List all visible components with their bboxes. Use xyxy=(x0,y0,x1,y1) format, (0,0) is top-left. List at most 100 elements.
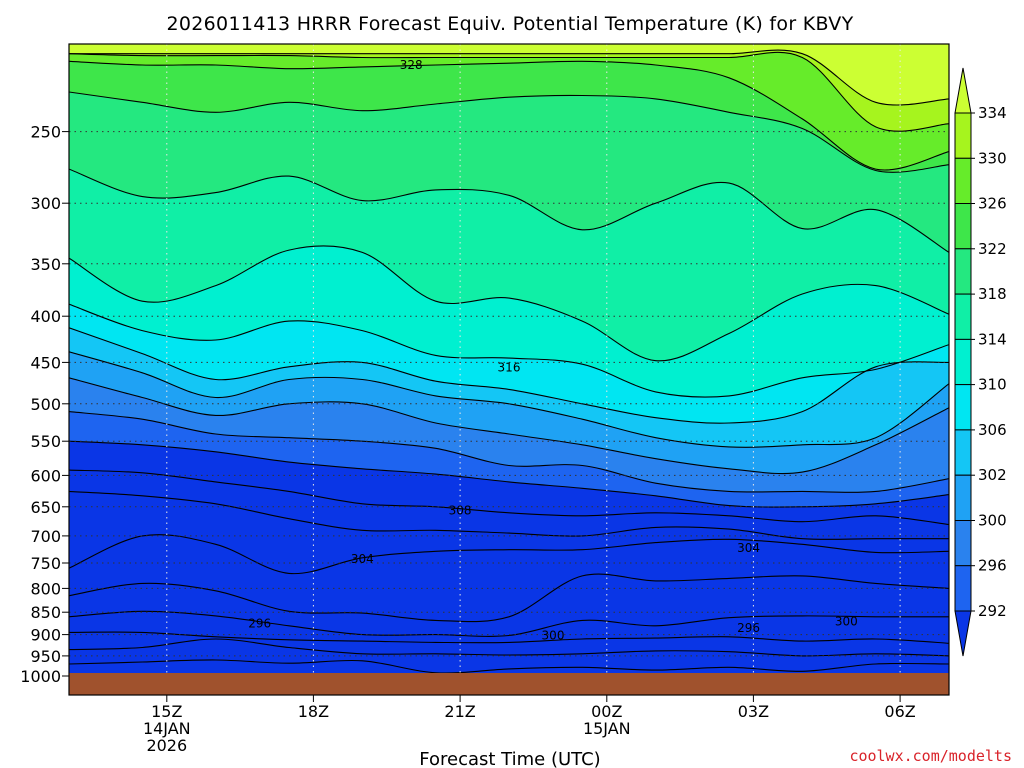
contour-label-2: 308 xyxy=(449,503,472,517)
contour-label-text: 316 xyxy=(498,361,521,375)
contour-label-3: 304 xyxy=(351,552,374,566)
x-tick-label-03Z: 03Z xyxy=(738,702,769,721)
colorbar-label-330: 330 xyxy=(978,149,1007,167)
y-tick-label-950: 950 xyxy=(30,647,61,666)
colorbar-segment-10 xyxy=(954,565,972,612)
y-axis: 250 300 350 400 450 500 550 600 650 700 750 800 850 9… xyxy=(20,123,69,686)
ground-surface xyxy=(69,673,949,695)
colorbar-label-306: 306 xyxy=(978,421,1007,439)
y-tick-label-900: 900 xyxy=(30,626,61,645)
y-tick-label-550: 550 xyxy=(30,432,61,451)
x-tick-label-2026: 2026 xyxy=(146,736,187,755)
contour-line-330 xyxy=(69,51,949,132)
y-tick-label-450: 450 xyxy=(30,353,61,372)
colorbar-label-326: 326 xyxy=(978,195,1007,213)
contour-line-298 xyxy=(69,631,949,644)
colorbar-segment-4 xyxy=(954,293,972,340)
y-tick-label-800: 800 xyxy=(30,579,61,598)
contour-line-320 xyxy=(69,303,949,398)
y-tick-label-750: 750 xyxy=(30,554,61,573)
contour-label-text: 328 xyxy=(400,58,423,72)
contour-line-310 xyxy=(69,440,949,508)
colorbar-label-318: 318 xyxy=(978,285,1007,303)
contour-line-314 xyxy=(69,377,949,475)
colorbar-label-296: 296 xyxy=(978,557,1007,575)
x-tick-label-14JAN: 14JAN xyxy=(143,719,191,738)
contour-label-text: 300 xyxy=(542,628,565,642)
contour-label-1: 316 xyxy=(498,361,521,375)
colorbar-segment-7 xyxy=(954,429,972,476)
y-tick-label-350: 350 xyxy=(30,255,61,274)
y-tick-label-1000: 1000 xyxy=(20,667,61,686)
contour-label-6: 300 xyxy=(542,628,565,642)
credit-text: coolwx.com/modelts xyxy=(849,747,1012,765)
contour-lines xyxy=(69,49,949,674)
colorbar-label-334: 334 xyxy=(978,104,1007,122)
y-tick-label-400: 400 xyxy=(30,307,61,326)
contour-line-302 xyxy=(69,573,949,623)
y-tick-label-250: 250 xyxy=(30,123,61,142)
colorbar-segment-6 xyxy=(954,384,972,431)
contour-line-308 xyxy=(69,469,949,526)
colorbar-label-302: 302 xyxy=(978,466,1007,484)
contour-line-318 xyxy=(69,327,949,424)
contour-label-0: 328 xyxy=(400,58,423,72)
contour-label-text: 296 xyxy=(737,621,760,635)
contour-line-294 xyxy=(69,659,949,674)
chart-title: 2026011413 HRRR Forecast Equiv. Potentia… xyxy=(167,13,854,35)
colorbar-label-292: 292 xyxy=(978,602,1007,620)
contour-label-text: 308 xyxy=(449,503,472,517)
filled-contour-bands xyxy=(69,50,949,676)
contour-band-below-294 xyxy=(69,659,949,676)
contour-label-text: 296 xyxy=(248,617,271,631)
y-tick-label-650: 650 xyxy=(30,498,61,517)
contour-label-text: 304 xyxy=(737,541,760,555)
contour-label-7: 296 xyxy=(737,621,760,635)
colorbar-segment-3 xyxy=(954,248,972,295)
contour-line-296 xyxy=(69,638,949,657)
colorbar-segment-0 xyxy=(954,112,972,159)
contour-line-304 xyxy=(69,534,949,575)
x-tick-label-21Z: 21Z xyxy=(444,702,475,721)
y-tick-label-500: 500 xyxy=(30,395,61,414)
colorbar-segment-8 xyxy=(954,474,972,522)
contour-line-306 xyxy=(69,490,949,540)
x-tick-label-15Z: 15Z xyxy=(151,702,182,721)
contour-line-332 xyxy=(69,49,949,106)
x-tick-label-06Z: 06Z xyxy=(884,702,915,721)
contour-line-312 xyxy=(69,411,949,493)
contour-line-328 xyxy=(69,60,949,171)
contour-label-text: 304 xyxy=(351,552,374,566)
colorbar-segment-2 xyxy=(954,203,972,250)
colorbar-label-300: 300 xyxy=(978,512,1007,530)
contour-line-322 xyxy=(69,245,949,362)
contour-label-5: 296 xyxy=(248,617,271,631)
x-tick-label-18Z: 18Z xyxy=(298,702,329,721)
colorbar-label-310: 310 xyxy=(978,376,1007,394)
grid-lines xyxy=(69,44,949,695)
contour-label-8: 300 xyxy=(835,614,858,628)
plot-area xyxy=(69,44,949,676)
contour-labels: 328 316 308 304 304 296 300 296 300 xyxy=(248,58,858,642)
y-tick-label-600: 600 xyxy=(30,466,61,485)
contour-label-4: 304 xyxy=(737,541,760,555)
plot-frame xyxy=(68,43,950,696)
contour-line-324 xyxy=(69,168,949,253)
colorbar-segment-5 xyxy=(954,338,972,386)
x-tick-label-15JAN: 15JAN xyxy=(583,719,631,738)
colorbar-segment-1 xyxy=(954,157,972,205)
contour-line-300 xyxy=(69,610,949,637)
colorbar-bottom-arrow xyxy=(954,610,972,657)
colorbar-top-arrow xyxy=(954,67,972,114)
colorbar-label-314: 314 xyxy=(978,330,1007,348)
y-tick-label-700: 700 xyxy=(30,527,61,546)
y-tick-label-300: 300 xyxy=(30,194,61,213)
colorbar-segment-9 xyxy=(954,520,972,567)
colorbar: 334 330 326 322 318 314 310 306 302 300 296 292 xyxy=(954,67,1007,657)
y-tick-label-850: 850 xyxy=(30,603,61,622)
x-axis-title: Forecast Time (UTC) xyxy=(419,749,600,768)
x-tick-label-00Z: 00Z xyxy=(591,702,622,721)
colorbar-label-322: 322 xyxy=(978,240,1007,258)
